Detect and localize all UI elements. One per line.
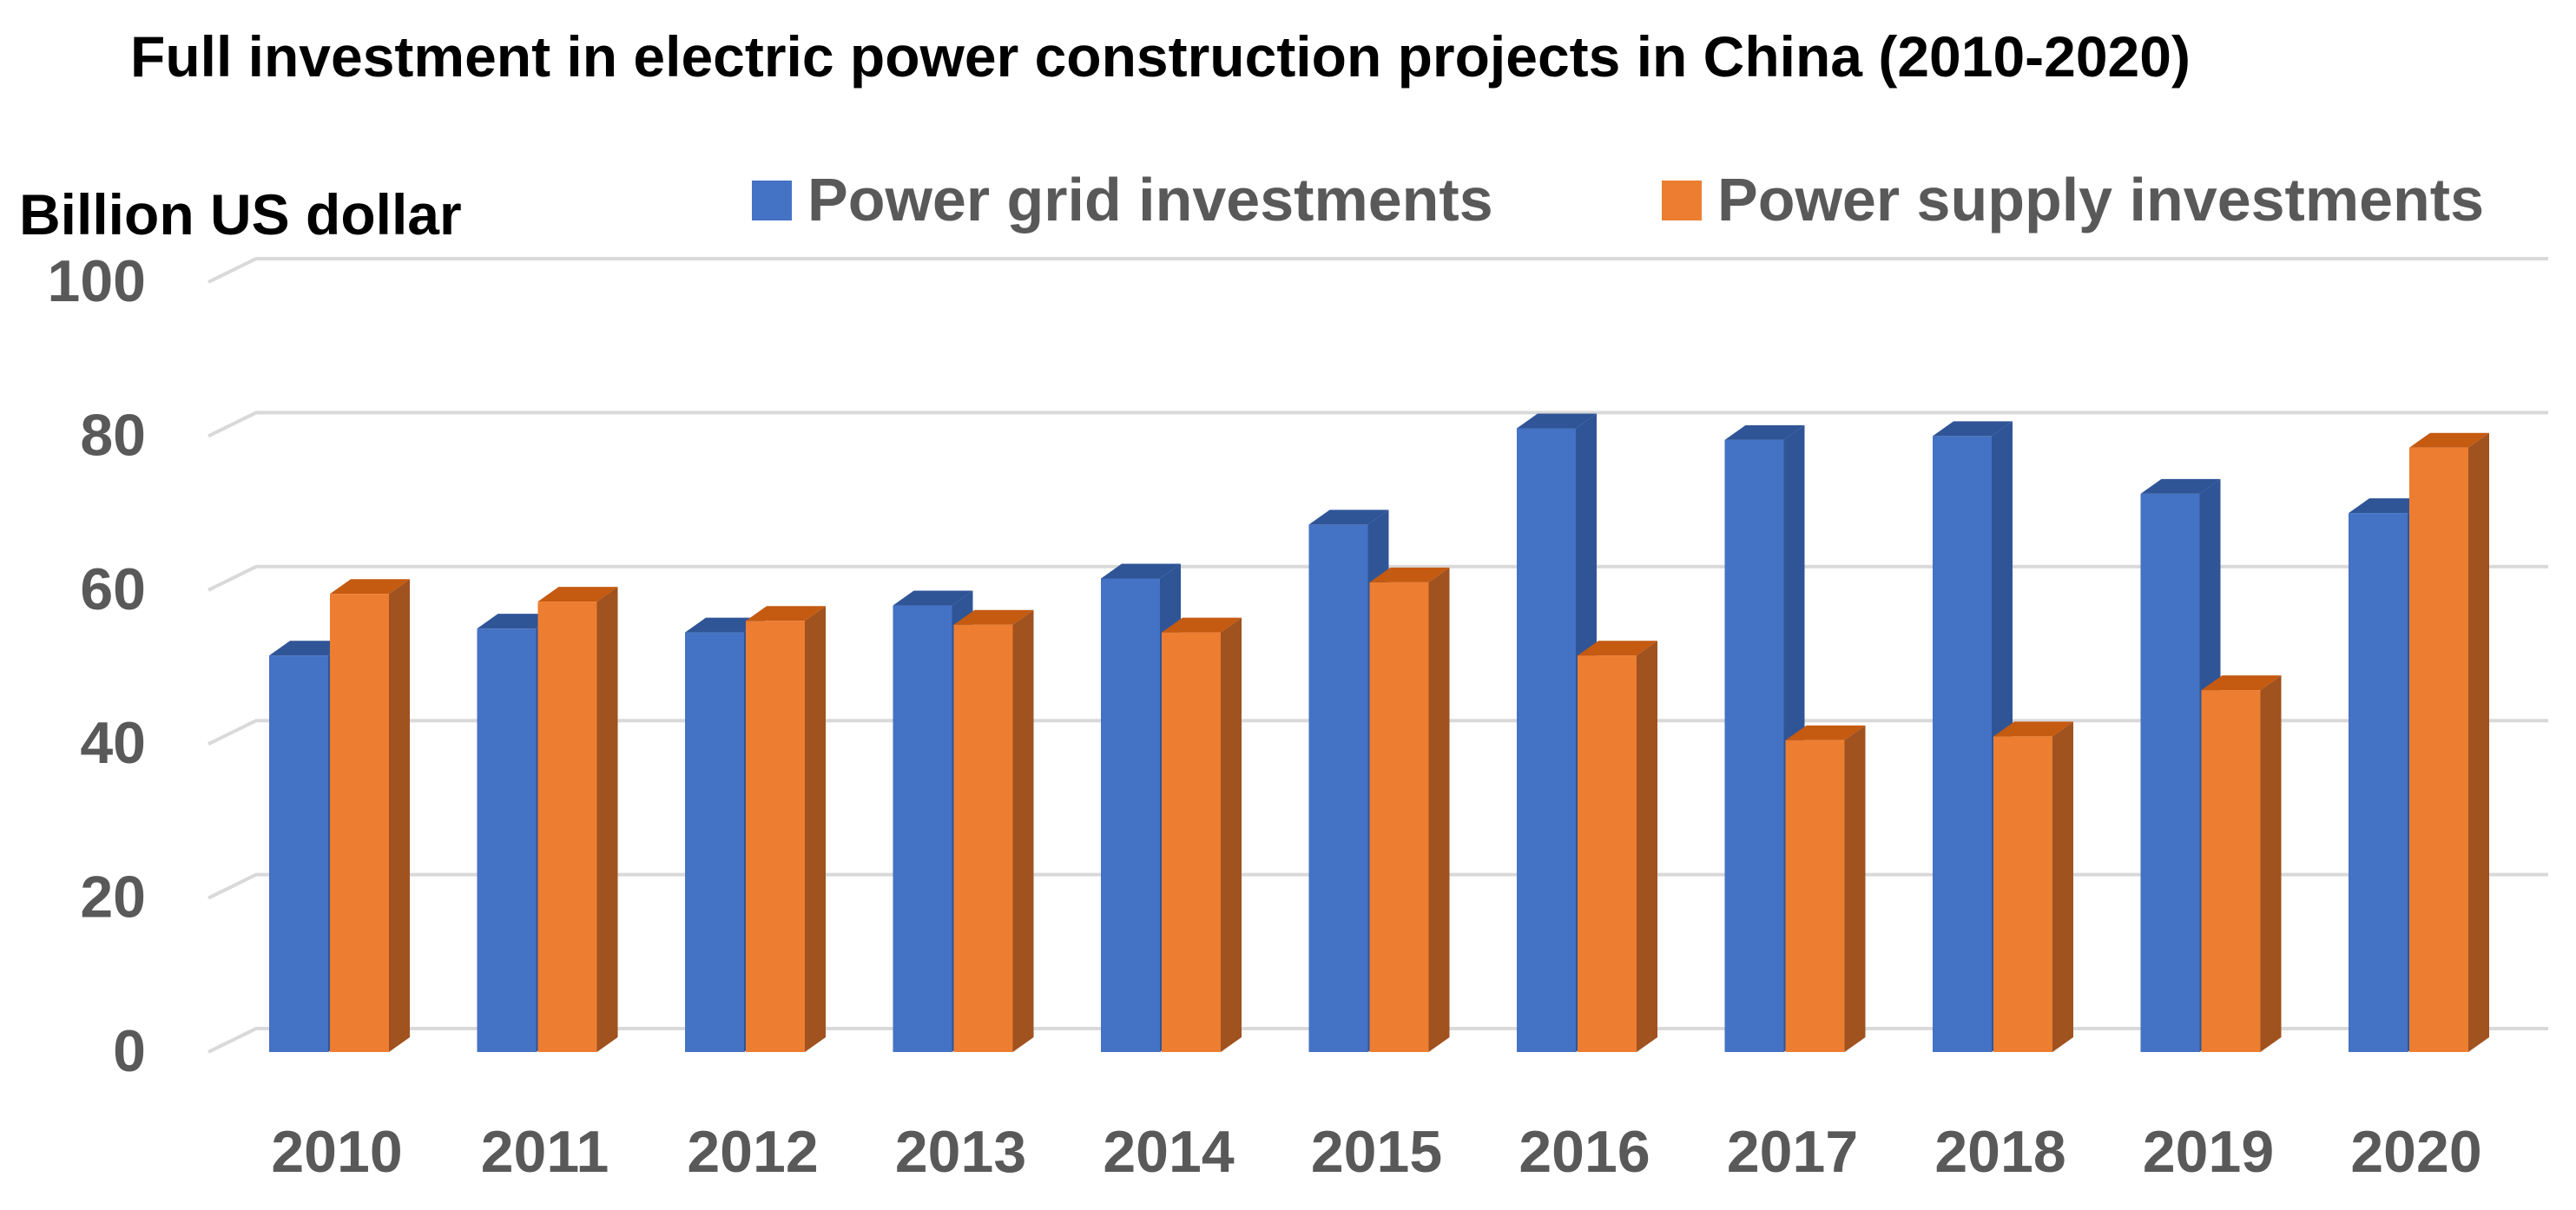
bar-front bbox=[1162, 632, 1221, 1052]
bar-top bbox=[953, 609, 1034, 625]
bar-power-supply-2012 bbox=[746, 606, 826, 1052]
bar-power-supply-2017 bbox=[1785, 725, 1866, 1052]
y-tick-label: 40 bbox=[80, 710, 146, 776]
bar-front bbox=[537, 602, 597, 1052]
bar-front bbox=[1101, 578, 1160, 1052]
bar-top bbox=[1369, 567, 1450, 582]
bars bbox=[269, 413, 2489, 1053]
y-axis-label: Billion US dollar bbox=[19, 182, 462, 247]
bar-side bbox=[1844, 725, 1866, 1052]
bar-front bbox=[477, 628, 537, 1052]
bar-side bbox=[1637, 641, 1657, 1052]
y-tick-label: 20 bbox=[80, 865, 146, 931]
bar-power-supply-2016 bbox=[1578, 641, 1657, 1052]
bar-top bbox=[1517, 413, 1597, 429]
legend: Power grid investments Power supply inve… bbox=[752, 166, 2484, 233]
bar-top bbox=[1785, 725, 1866, 740]
bar-front bbox=[1993, 736, 2052, 1052]
bar-front bbox=[746, 621, 805, 1052]
x-tick-label: 2010 bbox=[271, 1119, 402, 1185]
x-tick-label: 2019 bbox=[2143, 1119, 2274, 1185]
bar-side bbox=[1012, 609, 1034, 1052]
bar-side bbox=[1221, 617, 1242, 1052]
bar-front bbox=[1369, 582, 1429, 1052]
bar-power-supply-2014 bbox=[1162, 617, 1242, 1052]
bar-front bbox=[2140, 493, 2200, 1052]
bar-front bbox=[1578, 655, 1637, 1052]
bar-top bbox=[1933, 421, 2013, 437]
bar-top bbox=[685, 617, 765, 633]
legend-label-power-grid: Power grid investments bbox=[807, 166, 1493, 233]
bar-power-supply-2013 bbox=[953, 609, 1034, 1052]
x-tick-label: 2013 bbox=[895, 1119, 1026, 1185]
bar-top bbox=[269, 641, 349, 656]
bar-front bbox=[1308, 524, 1368, 1052]
bar-front bbox=[1785, 740, 1845, 1052]
x-axis-ticks: 2010 2011 2012 2013 2014 2015 2016 2017 2018 2019… bbox=[271, 1119, 2481, 1185]
bar-power-supply-2015 bbox=[1369, 567, 1450, 1052]
bar-front bbox=[1517, 428, 1576, 1052]
legend-label-power-supply: Power supply investments bbox=[1717, 166, 2484, 233]
bar-side bbox=[2260, 675, 2282, 1052]
bar-side bbox=[596, 587, 618, 1052]
bar-front bbox=[685, 632, 744, 1052]
y-tick-label: 0 bbox=[113, 1018, 146, 1084]
x-tick-label: 2017 bbox=[1727, 1119, 1858, 1185]
bar-front bbox=[1933, 436, 1992, 1052]
bar-front bbox=[330, 594, 389, 1052]
bar-side bbox=[2468, 432, 2489, 1053]
bar-front bbox=[269, 655, 328, 1052]
legend-swatch-power-grid bbox=[752, 181, 792, 220]
bar-top bbox=[2409, 432, 2489, 448]
y-tick-label: 100 bbox=[48, 248, 146, 314]
bar-side bbox=[389, 579, 410, 1052]
x-tick-label: 2018 bbox=[1934, 1119, 2065, 1185]
bar-top bbox=[1578, 641, 1657, 656]
bar-top bbox=[893, 590, 973, 606]
bar-top bbox=[2140, 478, 2221, 494]
bar-top bbox=[2349, 498, 2428, 514]
gridline bbox=[208, 411, 2548, 438]
bar-top bbox=[746, 606, 826, 621]
bar-front bbox=[893, 605, 952, 1052]
bar-top bbox=[477, 614, 557, 629]
bar-front bbox=[2349, 513, 2408, 1052]
chart-title: Full investment in electric power constr… bbox=[130, 24, 2191, 89]
bar-front bbox=[1724, 439, 1784, 1053]
bar-side bbox=[1428, 567, 1450, 1052]
bar-top bbox=[330, 579, 410, 595]
bar-top bbox=[1101, 563, 1181, 579]
x-tick-label: 2016 bbox=[1519, 1119, 1650, 1185]
bar-top bbox=[1993, 721, 2073, 737]
y-tick-label: 60 bbox=[80, 556, 146, 622]
y-tick-label: 80 bbox=[80, 402, 146, 468]
x-tick-label: 2012 bbox=[687, 1119, 818, 1185]
bar-top bbox=[1162, 617, 1242, 633]
gridline bbox=[208, 257, 2548, 284]
x-tick-label: 2015 bbox=[1311, 1119, 1442, 1185]
bar-power-supply-2019 bbox=[2201, 675, 2282, 1052]
x-tick-label: 2011 bbox=[481, 1119, 609, 1185]
x-tick-label: 2020 bbox=[2350, 1119, 2481, 1185]
bar-side bbox=[2052, 721, 2073, 1052]
bar-front bbox=[953, 624, 1013, 1052]
bar-top bbox=[1308, 510, 1389, 525]
bar-top bbox=[537, 587, 618, 602]
bar-top bbox=[1724, 424, 1805, 440]
bar-power-supply-2010 bbox=[330, 579, 410, 1052]
bar-top bbox=[2201, 675, 2282, 691]
y-axis-ticks: 0 20 40 60 80 100 bbox=[48, 248, 146, 1084]
bar-front bbox=[2409, 447, 2468, 1052]
bar-power-supply-2020 bbox=[2409, 432, 2489, 1053]
bar-front bbox=[2201, 690, 2261, 1052]
bar-power-supply-2018 bbox=[1993, 721, 2073, 1052]
legend-swatch-power-supply bbox=[1662, 181, 1702, 220]
x-tick-label: 2014 bbox=[1103, 1119, 1234, 1185]
bar-power-supply-2011 bbox=[537, 587, 618, 1052]
bar-side bbox=[805, 606, 826, 1052]
